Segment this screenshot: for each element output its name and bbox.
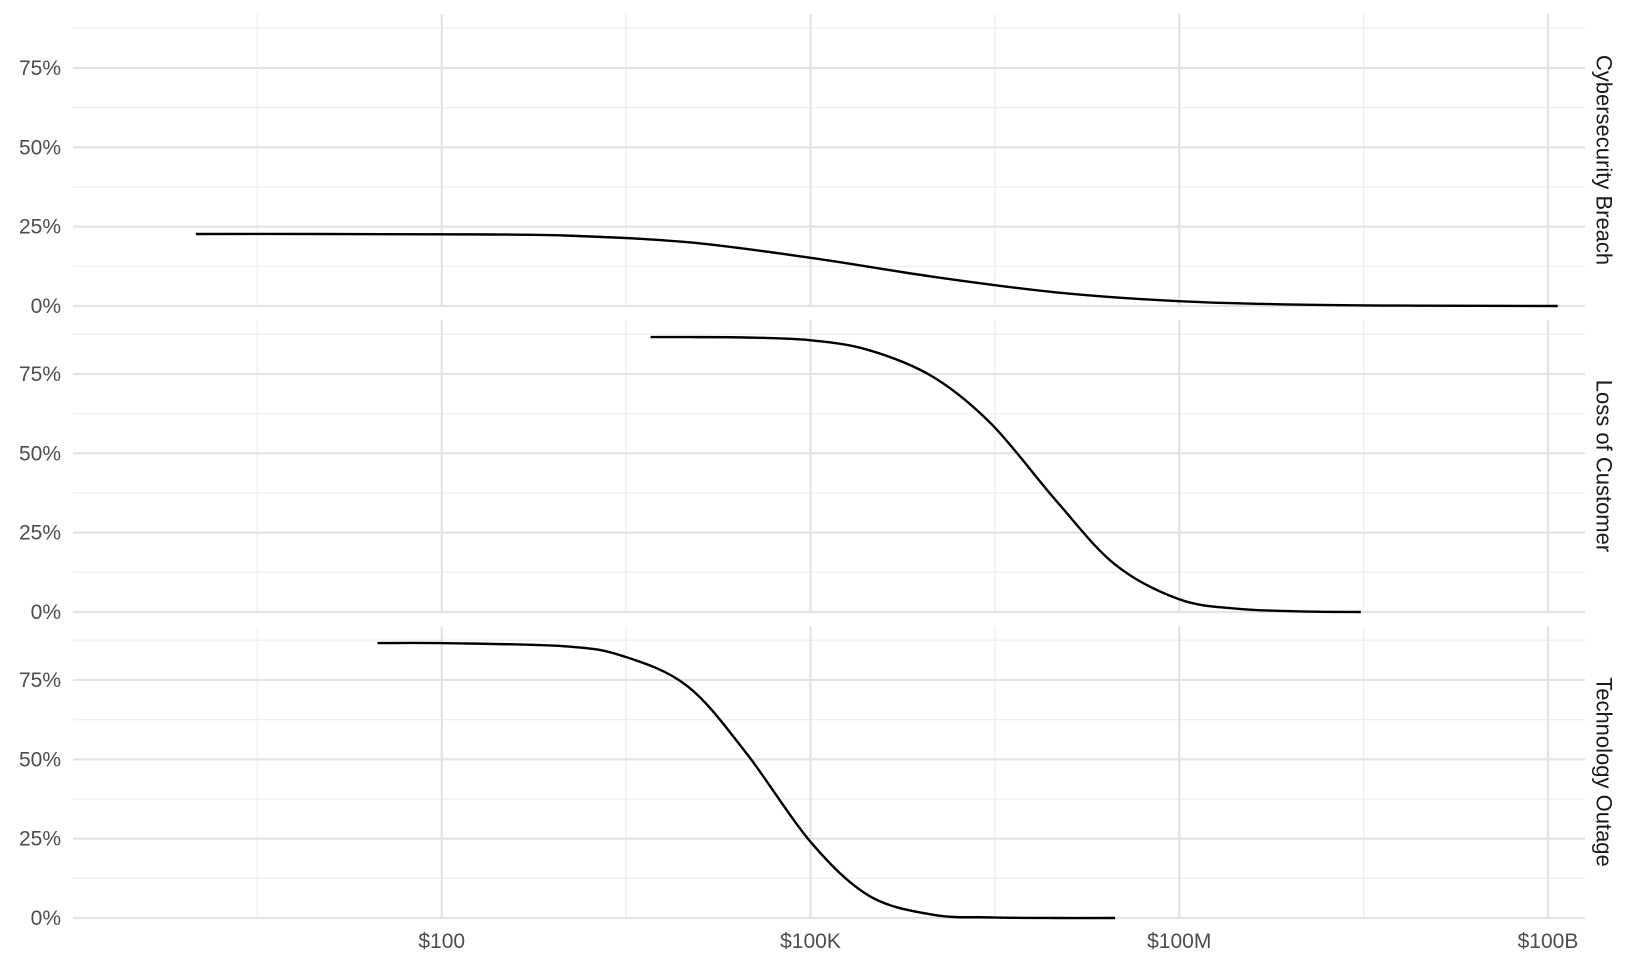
y-tick-label: 75%: [19, 57, 61, 80]
x-tick-label: $100: [418, 930, 465, 953]
y-tick-label: 25%: [19, 522, 61, 545]
series-line-technology-outage: [377, 641, 1116, 920]
facet-strip-label: Loss of Customer: [1592, 380, 1617, 552]
y-tick-label: 50%: [19, 136, 61, 159]
facet-strip-label: Cybersecurity Breach: [1592, 55, 1617, 265]
y-tick-label: 25%: [19, 216, 61, 239]
y-tick-label: 50%: [19, 442, 61, 465]
x-tick-label: $100B: [1518, 930, 1579, 953]
y-tick-label: 0%: [31, 295, 61, 318]
y-tick-label: 0%: [31, 907, 61, 930]
y-tick-label: 25%: [19, 828, 61, 851]
facet-strip-label: Technology Outage: [1592, 677, 1617, 867]
y-tick-label: 75%: [19, 363, 61, 386]
series-line-cybersecurity-breach: [195, 232, 1558, 308]
y-tick-label: 75%: [19, 669, 61, 692]
y-tick-label: 0%: [31, 601, 61, 624]
y-tick-label: 50%: [19, 748, 61, 771]
series-line-loss-of-customer: [650, 335, 1361, 614]
x-tick-label: $100M: [1147, 930, 1211, 953]
x-tick-label: $100K: [780, 930, 841, 953]
